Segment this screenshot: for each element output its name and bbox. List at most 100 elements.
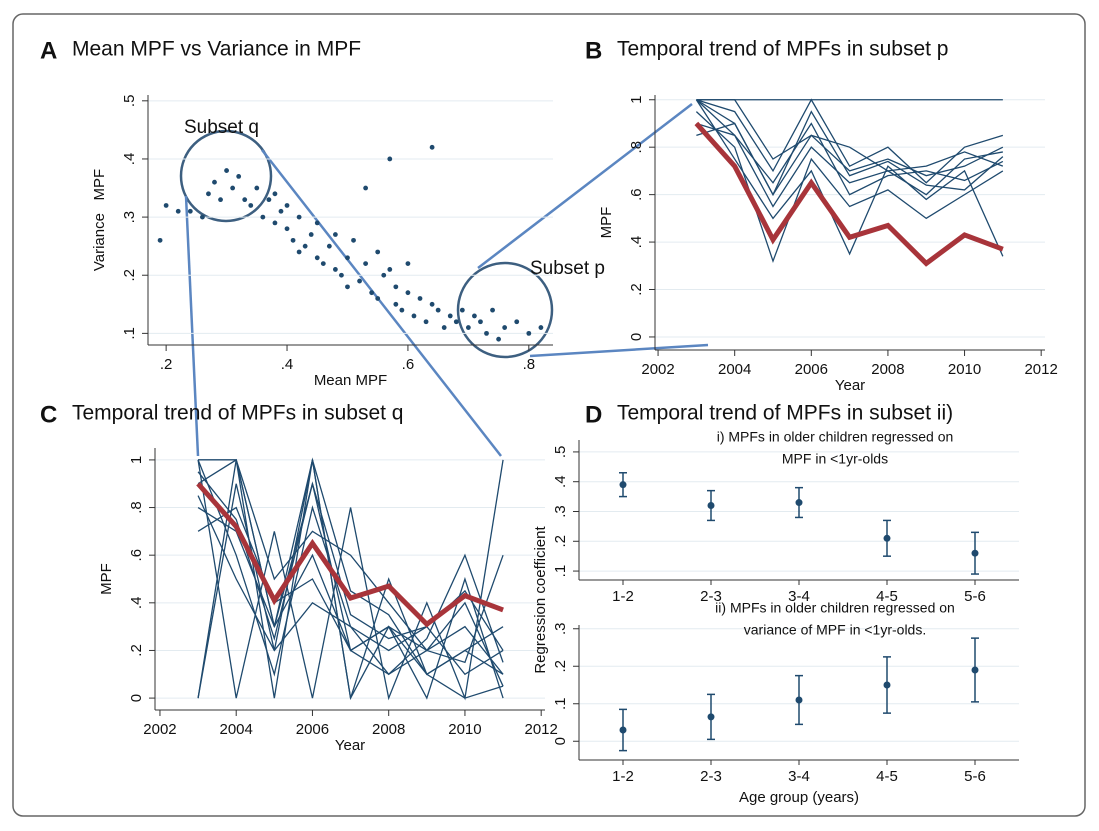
series-line	[696, 99, 1004, 172]
point	[230, 185, 236, 191]
y-tick-label: .8	[128, 501, 145, 514]
y-tick-label: .1	[552, 697, 569, 710]
point	[484, 330, 489, 336]
point	[490, 307, 495, 313]
point	[284, 226, 290, 232]
y-tick-label: .4	[121, 153, 138, 166]
point	[345, 284, 350, 290]
x-tick-label: 5-6	[964, 768, 986, 785]
point	[320, 261, 326, 267]
point	[296, 214, 302, 220]
point	[707, 502, 715, 510]
x-tick-label: 2012	[1024, 361, 1057, 378]
x-tick-label: 2006	[795, 361, 828, 378]
panel-letter: D	[585, 401, 602, 428]
point	[441, 325, 447, 330]
point	[375, 296, 381, 301]
y-tick-label: .2	[552, 660, 569, 673]
x-tick-label: 5-6	[964, 588, 986, 605]
y-tick-label: .2	[628, 283, 645, 296]
point	[302, 243, 308, 249]
x-tick-label: 2004	[718, 361, 751, 378]
point	[496, 336, 501, 342]
series-line	[197, 495, 504, 676]
series-line	[695, 111, 1004, 263]
panel-title: Temporal trend of MPFs in subset q	[72, 402, 403, 425]
point	[707, 713, 715, 721]
annotation: Subset p	[530, 258, 605, 279]
point	[453, 319, 459, 325]
point	[387, 156, 393, 162]
y-tick-label: 1	[628, 96, 645, 104]
point	[272, 191, 278, 197]
y-tick-label: .3	[552, 505, 569, 518]
point	[357, 278, 362, 284]
point	[405, 290, 411, 296]
point	[200, 214, 205, 220]
subplot-title: variance of MPF in <1yr-olds.	[744, 622, 926, 638]
y-tick-label: .3	[552, 622, 569, 635]
point	[242, 197, 248, 203]
point	[314, 220, 320, 226]
y-tick-label: .3	[121, 211, 138, 224]
point	[971, 549, 979, 557]
y-tick-label: 0	[628, 333, 645, 341]
x-tick-label: 2010	[448, 721, 481, 738]
y-tick-label: .5	[552, 446, 569, 459]
x-tick-label: .6	[402, 356, 415, 373]
point	[883, 681, 891, 689]
point	[375, 249, 381, 255]
point	[332, 267, 338, 272]
point	[345, 255, 350, 261]
point	[514, 319, 520, 325]
x-tick-label: 2004	[220, 721, 253, 738]
point	[405, 261, 411, 267]
point	[399, 307, 405, 313]
y-tick-label: 1	[128, 456, 145, 464]
x-tick-label: 2002	[641, 361, 674, 378]
x-tick-label: 4-5	[876, 768, 898, 785]
point	[163, 203, 169, 208]
x-axis-label: Year	[835, 377, 865, 394]
x-tick-label: 1-2	[612, 768, 634, 785]
subset-q-circle	[179, 129, 273, 223]
point	[465, 325, 471, 330]
x-tick-label: 2008	[372, 721, 405, 738]
y-tick-label: .2	[552, 535, 569, 548]
point	[351, 237, 356, 243]
point	[526, 330, 532, 336]
zoom-connectors	[179, 103, 709, 457]
x-tick-label: 4-5	[876, 588, 898, 605]
point	[314, 255, 320, 261]
x-tick-label: 2006	[296, 721, 329, 738]
series-line	[695, 99, 1004, 257]
point	[339, 272, 344, 278]
x-axis-label: Mean MPF	[314, 372, 387, 389]
point	[429, 301, 435, 307]
y-tick-label: .2	[121, 269, 138, 282]
series-line	[695, 99, 1003, 208]
x-tick-label: 2008	[871, 361, 904, 378]
y-tick-label: 0	[552, 737, 569, 745]
point	[266, 197, 272, 203]
point	[538, 325, 544, 330]
subplot-title: MPF in <1yr-olds	[782, 451, 888, 467]
x-tick-label: 2012	[525, 721, 558, 738]
point	[308, 232, 314, 237]
y-tick-label: .6	[128, 549, 145, 562]
connector	[261, 149, 502, 457]
x-tick-label: 3-4	[788, 768, 810, 785]
point	[795, 499, 803, 507]
connector	[477, 103, 693, 269]
point	[502, 325, 508, 330]
point	[478, 319, 483, 325]
series-line	[696, 110, 1004, 197]
y-tick-label: .1	[552, 565, 569, 578]
point	[224, 168, 229, 173]
point	[254, 185, 260, 191]
point	[272, 220, 278, 226]
series-line	[694, 121, 1004, 267]
point	[218, 197, 223, 203]
y-axis-label: Variance MPF	[91, 169, 108, 271]
